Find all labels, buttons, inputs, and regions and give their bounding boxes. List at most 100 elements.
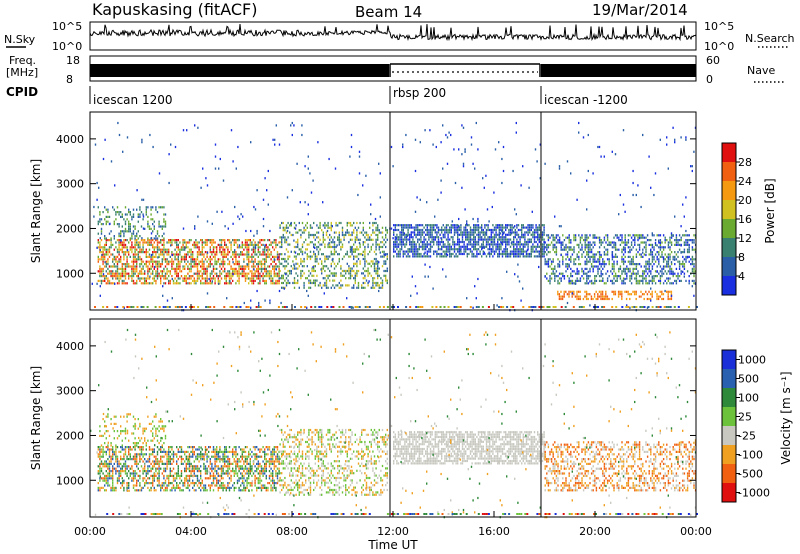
radar-cell <box>516 226 518 229</box>
radar-cell <box>348 241 350 244</box>
radar-cell <box>421 228 424 232</box>
colorbar-swatch <box>722 276 736 296</box>
radar-cell <box>377 274 379 277</box>
radar-cell <box>256 289 258 293</box>
radar-cell <box>136 282 138 285</box>
radar-cell <box>99 285 101 288</box>
radar-cell <box>134 270 136 273</box>
radar-cell <box>246 243 248 246</box>
radar-cell <box>282 265 284 268</box>
radar-cell <box>562 260 564 263</box>
radar-cell <box>343 269 345 273</box>
radar-cell <box>123 218 125 221</box>
radar-cell <box>465 236 467 239</box>
radar-cell <box>260 263 263 266</box>
radar-cell <box>439 252 441 256</box>
radar-cell <box>368 306 371 308</box>
radar-cell <box>647 306 650 308</box>
radar-cell <box>177 263 179 266</box>
radar-cell <box>455 243 457 246</box>
radar-cell <box>584 272 586 275</box>
radar-cell <box>348 272 350 275</box>
radar-cell <box>558 167 561 170</box>
radar-cell <box>432 287 434 290</box>
radar-cell <box>469 238 472 241</box>
radar-cell <box>295 231 297 234</box>
radar-cell <box>100 267 103 270</box>
radar-cell <box>176 267 178 270</box>
radar-cell <box>654 260 657 263</box>
radar-cell <box>410 224 412 227</box>
radar-cell <box>450 133 452 137</box>
radar-cell <box>500 248 502 251</box>
radar-cell <box>146 306 149 308</box>
radar-cell <box>150 253 153 257</box>
radar-cell <box>307 213 309 216</box>
radar-cell <box>322 233 324 237</box>
radar-cell <box>532 306 535 308</box>
y-tick-label: 1000 <box>56 267 84 280</box>
radar-cell <box>683 243 686 246</box>
radar-cell <box>678 265 681 268</box>
radar-cell <box>469 243 472 246</box>
radar-cell <box>663 306 666 308</box>
radar-cell <box>243 265 245 268</box>
radar-cell <box>621 251 623 254</box>
radar-cell <box>306 257 308 261</box>
radar-cell <box>372 243 374 246</box>
radar-cell <box>349 255 352 258</box>
radar-cell <box>115 467 117 470</box>
radar-cell <box>396 224 398 227</box>
radar-cell <box>293 226 296 229</box>
radar-cell <box>506 238 508 241</box>
radar-cell <box>602 241 604 244</box>
radar-cell <box>145 282 147 285</box>
radar-cell <box>177 282 179 285</box>
radar-cell <box>691 241 694 244</box>
radar-cell <box>414 138 417 141</box>
radar-cell <box>500 226 502 229</box>
radar-cell <box>573 246 575 249</box>
radar-cell <box>669 282 671 285</box>
radar-cell <box>413 248 416 251</box>
radar-cell <box>148 270 151 273</box>
radar-cell <box>396 248 398 251</box>
radar-cell <box>114 184 116 187</box>
radar-cell <box>417 252 419 256</box>
radar-cell <box>317 241 320 244</box>
radar-cell <box>402 255 404 258</box>
radar-cell <box>148 253 151 256</box>
radar-cell <box>667 293 669 296</box>
radar-cell <box>145 241 147 244</box>
radar-cell <box>294 227 297 230</box>
radar-cell <box>466 297 468 300</box>
radar-cell <box>282 281 284 285</box>
radar-cell <box>203 253 205 256</box>
radar-cell <box>615 306 618 308</box>
radar-cell <box>177 253 179 256</box>
radar-cell <box>498 228 500 232</box>
radar-cell <box>440 237 442 240</box>
radar-cell <box>688 243 690 246</box>
radar-cell <box>362 221 364 225</box>
radar-cell <box>377 260 379 263</box>
radar-cell <box>642 133 644 137</box>
radar-cell <box>645 241 647 244</box>
radar-cell <box>415 306 418 308</box>
radar-cell <box>373 250 376 253</box>
radar-cell <box>448 131 450 134</box>
radar-cell <box>383 250 385 253</box>
radar-cell <box>571 290 573 293</box>
radar-cell <box>500 228 502 232</box>
radar-cell <box>562 248 564 251</box>
radar-cell <box>471 252 473 256</box>
radar-cell <box>557 258 559 261</box>
radar-cell <box>310 191 313 194</box>
colorbar-tick-label: 20 <box>738 194 752 207</box>
radar-cell <box>332 260 334 263</box>
radar-cell <box>415 224 417 227</box>
radar-cell <box>206 239 208 242</box>
radar-cell <box>474 167 476 170</box>
radar-cell <box>477 277 479 281</box>
radar-cell <box>474 285 476 288</box>
